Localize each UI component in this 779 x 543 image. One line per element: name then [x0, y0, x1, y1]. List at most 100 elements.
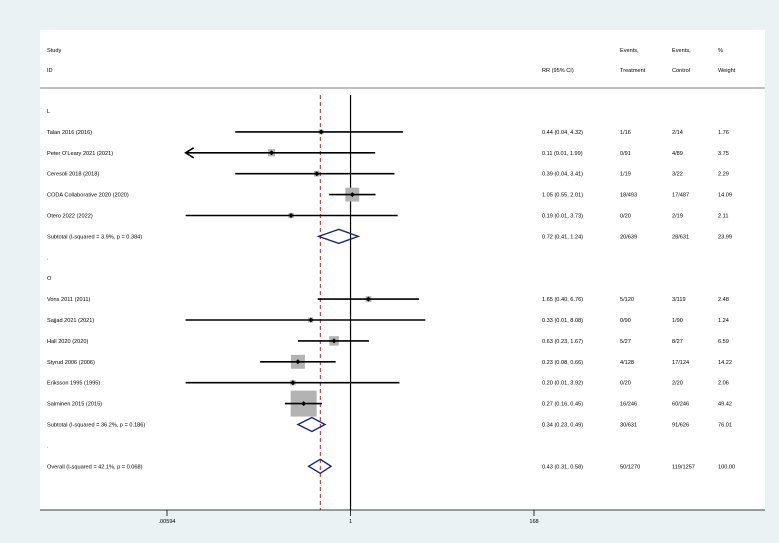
ci-arrow-peter-o-leary-2021-2021 [184, 147, 195, 159]
row-label-subtotal-i-squared-3-9-p-0-384: Subtotal (I-squared = 3.9%, p = 0.384) [47, 234, 142, 240]
point-estimate-coda-collaborative-2020-2020 [349, 192, 355, 198]
ci-text-ceresoli-2018-2018: 0.39 (0.04, 3.41) [542, 172, 583, 178]
header-events-treatment-1: Events, [620, 48, 639, 54]
header-id: ID [47, 68, 53, 74]
x-tick-label-1: 1 [349, 519, 352, 525]
weight-styrud-2006-2006: 14.22 [718, 360, 732, 366]
ci-text-vons-2011-2011: 1.65 (0.40, 6.76) [542, 297, 583, 303]
row-label-otero-2022-2022: Otero 2022 (2022) [47, 214, 93, 220]
x-tick-label-0: .00594 [158, 519, 175, 525]
plot-marks [184, 95, 426, 510]
table-header: Study ID RR (95% CI) Events, Treatment E… [47, 48, 736, 74]
events-control-eriksson-1995-1995: 2/20 [672, 381, 683, 387]
weight-ceresoli-2018-2018: 2.29 [718, 172, 729, 178]
ci-text-subtotal-i-squared-3-9-p-0-384: 0.72 (0.41, 1.24) [542, 234, 583, 240]
header-weight-2: Weight [718, 68, 736, 74]
row-label-styrud-2006-2006: Styrud 2006 (2006) [47, 360, 95, 366]
row-label-dot: . [47, 255, 49, 261]
events-control-styrud-2006-2006: 17/124 [672, 360, 689, 366]
point-estimate-peter-o-leary-2021-2021 [269, 150, 275, 156]
weight-eriksson-1995-1995: 2.06 [718, 381, 729, 387]
row-label-coda-collaborative-2020-2020: CODA Collaborative 2020 (2020) [47, 193, 129, 199]
header-rr: RR (95% CI) [542, 68, 574, 74]
ci-text-talan-2016-2016: 0.44 (0.04, 4.32) [542, 130, 583, 136]
events-treatment-sajjad-2021-2021: 0/90 [620, 318, 631, 324]
row-label-l: L [47, 109, 50, 115]
events-control-vons-2011-2011: 3/119 [672, 297, 686, 303]
row-label-overall-i-squared-42-1-p-0-068: Overall (I-squared = 42.1%, p = 0.068) [47, 464, 143, 470]
ci-text-salminen-2015-2015: 0.27 (0.16, 0.45) [542, 402, 583, 408]
pooled-diamond-subtotal-i-squared-3-9-p-0-384 [316, 228, 361, 245]
ci-text-styrud-2006-2006: 0.23 (0.08, 0.66) [542, 360, 583, 366]
point-estimate-otero-2022-2022 [288, 213, 294, 218]
events-treatment-styrud-2006-2006: 4/128 [620, 360, 634, 366]
events-control-overall-i-squared-42-1-p-0-068: 119/1257 [672, 464, 695, 470]
row-label-subtotal-i-squared-36-2-p-0-186: Subtotal (I-squared = 36.2%, p = 0.186) [47, 423, 145, 429]
header-events-control-1: Events, [672, 48, 691, 54]
row-label-salminen-2015-2015: Salminen 2015 (2015) [47, 402, 102, 408]
row-label-sajjad-2021-2021: Sajjad 2021 (2021) [47, 318, 94, 324]
events-control-peter-o-leary-2021-2021: 4/89 [672, 151, 683, 157]
header-events-treatment-2: Treatment [620, 68, 646, 74]
header-events-control-2: Control [672, 68, 690, 74]
row-label-eriksson-1995-1995: Eriksson 1995 (1995) [47, 381, 100, 387]
x-tick-label-2: 168 [529, 519, 538, 525]
weight-sajjad-2021-2021: 1.24 [718, 318, 729, 324]
header-weight-1: % [718, 48, 723, 54]
events-control-hall-2020-2020: 8/27 [672, 339, 683, 345]
row-label-o: O [47, 276, 52, 282]
events-treatment-talan-2016-2016: 1/16 [620, 130, 631, 136]
point-estimate-talan-2016-2016 [318, 129, 324, 135]
ci-text-sajjad-2021-2021: 0.33 (0.01, 8.08) [542, 318, 583, 324]
row-label-ceresoli-2018-2018: Ceresoli 2018 (2018) [47, 172, 99, 178]
events-control-coda-collaborative-2020-2020: 17/487 [672, 193, 689, 199]
events-treatment-otero-2022-2022: 0/20 [620, 214, 631, 220]
ci-text-coda-collaborative-2020-2020: 1.05 (0.55, 2.01) [542, 193, 583, 199]
row-label-hall-2020-2020: Hall 2020 (2020) [47, 339, 88, 345]
row-labels: L Talan 2016 (2016) 0.44 (0.04, 4.32) 1/16 2… [47, 109, 735, 470]
weight-peter-o-leary-2021-2021: 3.75 [718, 151, 729, 157]
events-control-sajjad-2021-2021: 1/90 [672, 318, 683, 324]
weight-overall-i-squared-42-1-p-0-068: 100.00 [718, 464, 735, 470]
weight-coda-collaborative-2020-2020: 14.09 [718, 193, 732, 199]
weight-hall-2020-2020: 6.59 [718, 339, 729, 345]
events-treatment-salminen-2015-2015: 16/246 [620, 402, 637, 408]
events-treatment-hall-2020-2020: 5/27 [620, 339, 631, 345]
point-estimate-eriksson-1995-1995 [290, 380, 296, 386]
ci-text-eriksson-1995-1995: 0.20 (0.01, 3.92) [542, 381, 583, 387]
pooled-diamond-overall-i-squared-42-1-p-0-068 [307, 458, 333, 475]
pooled-diamond-subtotal-i-squared-36-2-p-0-186 [296, 416, 327, 433]
row-label-dot: . [47, 443, 49, 449]
plot-panel [40, 30, 765, 510]
ci-text-peter-o-leary-2021-2021: 0.11 (0.01, 1.99) [542, 151, 583, 157]
row-label-talan-2016-2016: Talan 2016 (2016) [47, 130, 92, 136]
row-label-vons-2011-2011: Vons 2011 (2011) [47, 297, 90, 303]
header-study: Study [47, 48, 62, 54]
point-estimate-salminen-2015-2015 [301, 401, 307, 407]
weight-salminen-2015-2015: 49.42 [718, 402, 732, 408]
events-treatment-subtotal-i-squared-3-9-p-0-384: 20/639 [620, 234, 637, 240]
events-treatment-ceresoli-2018-2018: 1/19 [620, 172, 631, 178]
weight-vons-2011-2011: 2.48 [718, 297, 729, 303]
events-control-talan-2016-2016: 2/14 [672, 130, 683, 136]
point-estimate-ceresoli-2018-2018 [314, 171, 320, 177]
point-estimate-sajjad-2021-2021 [308, 317, 314, 323]
events-control-otero-2022-2022: 2/19 [672, 214, 683, 220]
weight-otero-2022-2022: 2.11 [718, 214, 728, 220]
row-label-peter-o-leary-2021-2021: Peter O'Leary 2021 (2021) [47, 151, 113, 157]
events-control-subtotal-i-squared-36-2-p-0-186: 91/626 [672, 423, 689, 429]
events-control-ceresoli-2018-2018: 3/22 [672, 172, 683, 178]
weight-subtotal-i-squared-36-2-p-0-186: 76.01 [718, 423, 732, 429]
events-control-salminen-2015-2015: 60/246 [672, 402, 689, 408]
events-treatment-subtotal-i-squared-36-2-p-0-186: 30/631 [620, 423, 637, 429]
events-treatment-peter-o-leary-2021-2021: 0/91 [620, 151, 631, 157]
ci-text-otero-2022-2022: 0.19 (0.01, 3.73) [542, 214, 583, 220]
point-estimate-styrud-2006-2006 [295, 359, 301, 365]
point-estimate-hall-2020-2020 [331, 338, 337, 344]
events-treatment-overall-i-squared-42-1-p-0-068: 50/1270 [620, 464, 640, 470]
weight-subtotal-i-squared-3-9-p-0-384: 23.99 [718, 234, 732, 240]
x-axis-ticks: .00594 1 168 [158, 510, 539, 525]
ci-text-subtotal-i-squared-36-2-p-0-186: 0.34 (0.23, 0.49) [542, 423, 583, 429]
events-treatment-vons-2011-2011: 5/120 [620, 297, 634, 303]
